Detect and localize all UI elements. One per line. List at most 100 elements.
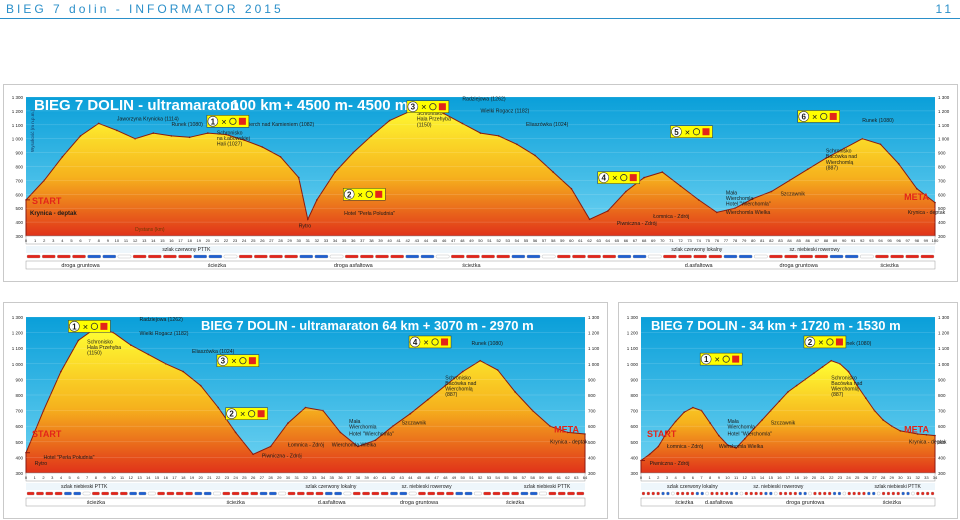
elevation-point: [116, 129, 118, 132]
place-label: Eliaszówka (1024): [192, 349, 235, 355]
trail-mark: [739, 491, 744, 496]
meta-label: META: [554, 424, 579, 434]
x-tick-label: 1: [649, 475, 652, 480]
x-tick-label: 50: [460, 475, 465, 480]
trail-mark: [250, 491, 259, 496]
elevation-point: [409, 412, 412, 415]
checkpoint-badge: [217, 355, 229, 366]
trail-mark: [847, 491, 851, 496]
x-tick-label: 63: [574, 475, 579, 480]
x-tick-label: 16: [164, 475, 169, 480]
place-label: Rytro: [299, 224, 312, 230]
trail-mark: [26, 491, 35, 496]
place-label: Mała Wierchomla: [727, 419, 754, 431]
clock-icon: [692, 128, 701, 136]
checkpoint-box: [206, 115, 250, 128]
x-tick-label: 22: [216, 475, 221, 480]
x-tick-label: 47: [434, 475, 439, 480]
trail-mark: [823, 491, 827, 496]
trail-mark: [64, 491, 72, 496]
trail-mark: [799, 254, 813, 259]
place-label: Łomnica - Zdrój: [653, 214, 689, 220]
trail-mark: [541, 254, 556, 259]
trail-mark: [576, 491, 585, 496]
surface-label: droga gruntowa: [61, 263, 100, 269]
trail-label: szlak niebieski PTTK: [61, 484, 108, 490]
y-tick-label-left: 400: [15, 220, 23, 225]
aid-icon: [257, 410, 265, 418]
cross-icon: ✕: [82, 324, 88, 331]
trail-mark: [163, 254, 177, 259]
place-label: Schronisko Hala Przehyba (1150): [417, 111, 451, 128]
trail-mark: [798, 491, 802, 496]
trail-mark: [784, 254, 798, 259]
x-tick-label: 3: [52, 238, 55, 243]
x-tick-label: 63: [596, 238, 601, 243]
trail-mark: [548, 491, 557, 496]
elevation-point: [182, 370, 184, 373]
trail-mark: [641, 491, 646, 496]
cross-icon: ✕: [357, 192, 363, 199]
trail-mark: [87, 254, 101, 259]
x-tick-label: 11: [120, 475, 125, 480]
trail-mark: [138, 491, 147, 496]
elevation-point: [847, 370, 850, 373]
elevation-point: [479, 359, 482, 362]
elevation-point: [357, 445, 359, 448]
checkpoint-number: 3: [221, 357, 226, 366]
x-tick-label: 14: [146, 475, 151, 480]
elevation-point: [873, 409, 876, 412]
trail-mark: [572, 254, 586, 259]
trail-mark: [148, 254, 162, 259]
trail-mark: [875, 254, 889, 259]
trail-mark: [380, 491, 389, 496]
trail-mark: [223, 254, 238, 259]
trail-label: sz. niebieski rowerowy: [753, 484, 804, 490]
x-tick-label: 56: [533, 238, 538, 243]
x-tick-label: 73: [687, 238, 692, 243]
elevation-point: [752, 428, 755, 431]
x-tick-label: 28: [278, 238, 283, 243]
trail-mark: [744, 491, 748, 496]
elevation-point: [339, 431, 342, 434]
elevation-point: [856, 384, 858, 387]
trail-mark: [175, 491, 184, 496]
x-tick-label: 24: [242, 238, 247, 243]
checkpoint-box: [342, 188, 386, 201]
elevation-point: [899, 430, 902, 432]
place-label: Wierchomla Wielka: [332, 442, 377, 448]
x-tick-label: 98: [915, 238, 920, 243]
checkpoint-number: 5: [674, 128, 679, 137]
trail-mark: [520, 491, 529, 496]
trail-mark: [222, 491, 231, 496]
trail-mark: [852, 491, 856, 496]
trail-mark: [557, 254, 571, 259]
x-tick-label: 18: [187, 238, 192, 243]
x-tick-label: 22: [829, 475, 834, 480]
x-tick-label: 89: [833, 238, 838, 243]
elevation-point: [77, 339, 80, 342]
place-label: Wielki Rogacz (1182): [140, 331, 189, 337]
place-label: Krynica - deptak: [550, 439, 588, 445]
clock-icon: [826, 338, 834, 346]
x-tick-label: 17: [178, 238, 183, 243]
surface-band: [25, 497, 586, 507]
elevation-point: [679, 185, 682, 187]
trail-mark: [700, 491, 704, 496]
y-tick-label-left: 800: [630, 393, 638, 398]
elevation-point: [444, 384, 447, 387]
place-label: Łomnica - Zdrój: [288, 442, 324, 448]
trail-mark: [813, 491, 817, 496]
y-tick-label-right: 1 000: [588, 362, 600, 367]
elevation-point: [861, 137, 864, 140]
x-tick-label: 13: [137, 475, 142, 480]
place-label: Hotel "Perła Południa": [43, 455, 94, 461]
y-tick-label-right: 700: [938, 409, 946, 414]
elevation-point: [269, 445, 272, 448]
elevation-point: [804, 378, 807, 381]
elevation-point: [718, 434, 720, 437]
place-label: Rytro: [35, 461, 48, 467]
trail-mark: [390, 491, 398, 496]
x-tick-label: 2: [42, 475, 45, 480]
